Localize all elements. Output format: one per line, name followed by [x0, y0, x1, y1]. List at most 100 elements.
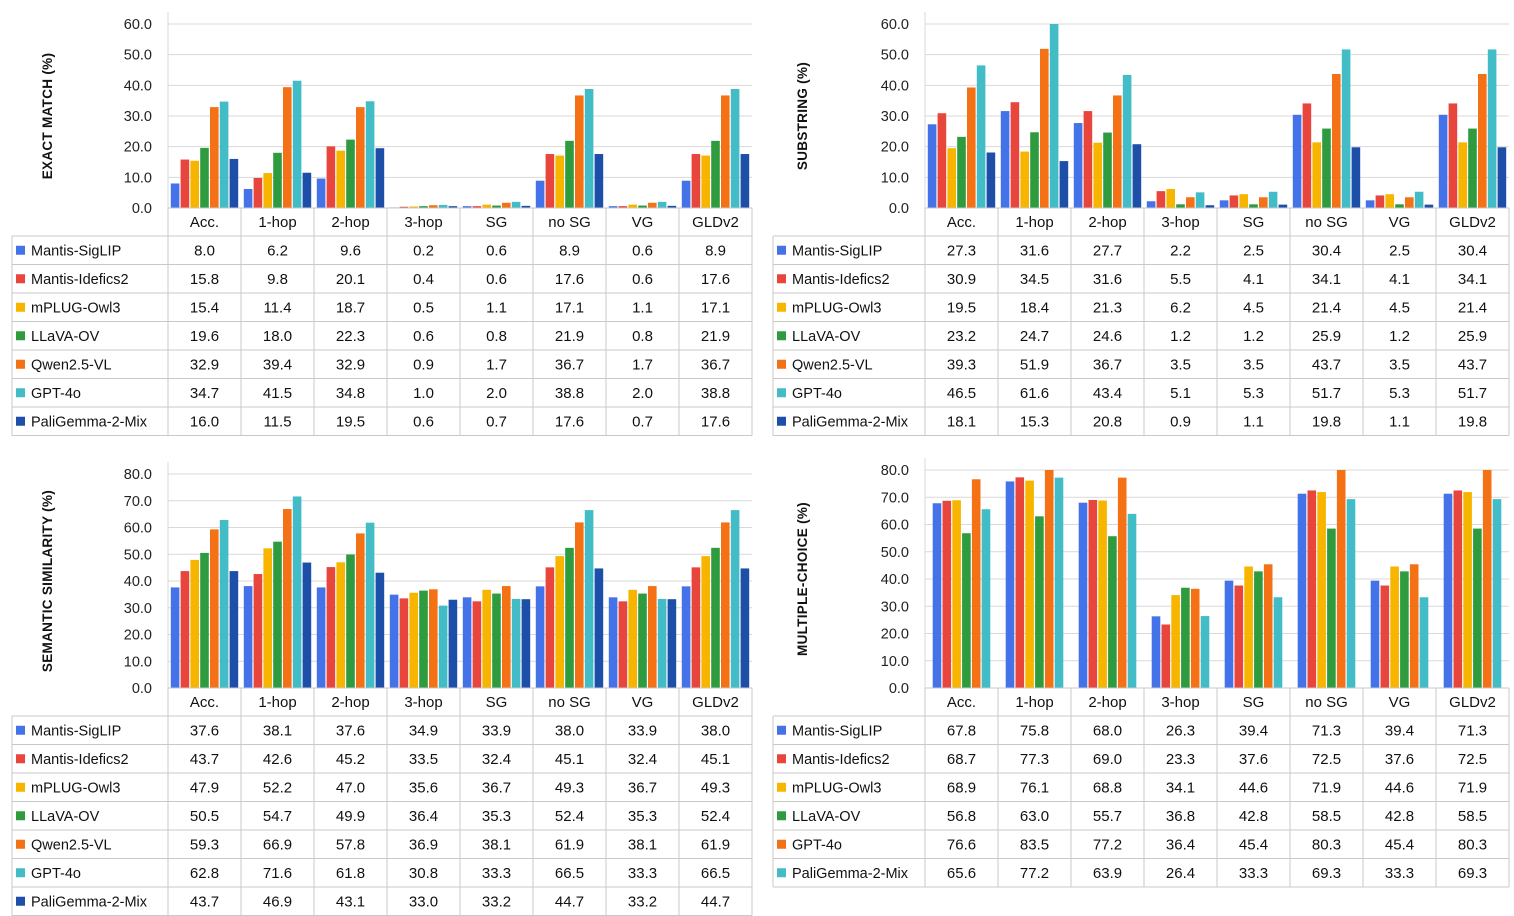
data-label: 38.8 — [701, 385, 730, 402]
bar-paligemma-2-mix-vg — [1419, 597, 1429, 688]
bar-mplug-owl3-3-hop — [409, 592, 418, 688]
bar-gpt-4o-2-hop — [1122, 74, 1132, 208]
legend-swatch — [16, 725, 25, 735]
legend-swatch — [777, 725, 786, 735]
bar-qwen2-5-vl-3-hop — [429, 205, 438, 208]
semantic-similarity-chart: 0.0 10.0 20.0 30.0 40.0 50.0 60.0 70.0 80.0 SEMAN… — [0, 458, 757, 916]
bar-qwen2-5-vl-1-hop — [1040, 48, 1049, 209]
series-name-label: Mantis-Idefics2 — [792, 752, 890, 768]
table-row: PaliGemma-2-Mix 18.1 15.3 20.8 0.9 1.1 19.8 1.1… — [777, 413, 1487, 430]
data-label: 44.6 — [1385, 779, 1414, 796]
data-label: 51.7 — [1458, 385, 1487, 402]
y-tick-label: 50.0 — [124, 48, 152, 64]
bar-qwen2-5-vl-vg — [648, 586, 657, 688]
table-row: PaliGemma-2-Mix 65.6 77.2 63.9 26.4 33.3 69.3 3… — [777, 865, 1487, 882]
bar-paligemma-2-mix-1-hop — [1054, 477, 1064, 688]
bar-gpt-4o-3-hop — [1190, 588, 1200, 688]
bar-mantis-siglip-sg — [1224, 580, 1234, 688]
y-tick-label: 30.0 — [881, 109, 909, 125]
data-label: 33.2 — [482, 893, 511, 910]
bar-llava-ov-vg — [638, 205, 647, 208]
x-category-label: Acc. — [190, 694, 219, 711]
data-label: 21.3 — [1093, 299, 1122, 316]
data-label: 1.2 — [1170, 328, 1191, 345]
bar-mantis-siglip-gldv2 — [1438, 114, 1448, 208]
legend-swatch — [16, 754, 25, 764]
bar-paligemma-2-mix-1-hop — [302, 172, 312, 208]
data-label: 3.5 — [1243, 356, 1264, 373]
y-tick-label: 30.0 — [124, 601, 152, 617]
data-label: 38.0 — [555, 722, 584, 739]
series-name-label: mPLUG-Owl3 — [31, 780, 120, 796]
legend-swatch — [777, 302, 786, 312]
data-label: 17.6 — [701, 413, 730, 430]
bar-mantis-siglip-1-hop — [243, 586, 253, 688]
y-tick-label: 20.0 — [124, 628, 152, 644]
bar-llava-ov-1-hop — [273, 152, 282, 208]
data-label: 61.6 — [1020, 385, 1049, 402]
series-name-label: GPT-4o — [792, 386, 842, 402]
bar-gpt-4o-1-hop — [1049, 24, 1059, 208]
data-label: 38.1 — [263, 722, 292, 739]
legend-swatch — [777, 782, 786, 792]
y-tick-label: 0.0 — [132, 681, 152, 697]
bar-mantis-siglip-sg — [1219, 200, 1229, 208]
bar-llava-ov-2-hop — [346, 554, 355, 688]
bar-llava-ov-no-sg — [1322, 128, 1331, 208]
bar-mplug-owl3-vg — [1385, 194, 1394, 208]
series-name-label: Mantis-SigLIP — [31, 723, 121, 739]
data-label: 36.7 — [701, 356, 730, 373]
x-category-label: no SG — [548, 214, 591, 231]
data-label: 65.6 — [947, 865, 976, 882]
bar-llava-ov-3-hop — [419, 590, 428, 688]
bar-gpt-4o-sg — [511, 201, 521, 208]
bar-gpt-4o-gldv2 — [730, 89, 740, 208]
bar-mantis-idefics2-2-hop — [1083, 111, 1093, 208]
data-label: 0.9 — [1170, 413, 1191, 430]
x-category-label: GLDv2 — [692, 214, 739, 231]
data-label: 57.8 — [336, 836, 365, 853]
x-category-label: 1-hop — [1015, 214, 1053, 231]
data-label: 46.5 — [947, 385, 976, 402]
data-label: 15.8 — [190, 271, 219, 288]
y-tick-label: 10.0 — [881, 170, 909, 186]
data-label: 18.0 — [263, 328, 292, 345]
data-label: 4.1 — [1243, 271, 1264, 288]
table-row: LLaVA-OV 19.6 18.0 22.3 0.6 0.8 21.9 0.8 21.9 — [16, 328, 730, 345]
bar-llava-ov-2-hop — [1103, 132, 1112, 208]
bar-mplug-owl3-gldv2 — [1458, 142, 1467, 208]
bar-mantis-idefics2-3-hop — [399, 206, 409, 208]
data-label: 45.4 — [1385, 836, 1414, 853]
data-label: 5.5 — [1170, 271, 1191, 288]
data-label: 69.3 — [1312, 865, 1341, 882]
data-label: 32.9 — [336, 356, 365, 373]
bar-mplug-owl3-sg — [482, 589, 491, 688]
bar-qwen2-5-vl-sg — [1259, 197, 1268, 208]
data-label: 68.7 — [947, 751, 976, 768]
series-name-label: GPT-4o — [31, 386, 81, 402]
bar-mantis-siglip-2-hop — [316, 178, 326, 208]
table-row: Qwen2.5-VL 32.9 39.4 32.9 0.9 1.7 36.7 1.7 36.7 — [16, 356, 730, 373]
data-label: 71.6 — [263, 865, 292, 882]
bar-mantis-siglip-1-hop — [1000, 111, 1010, 208]
bar-mantis-idefics2-1-hop — [1015, 477, 1025, 688]
data-label: 19.6 — [190, 328, 219, 345]
bar-mantis-idefics2-2-hop — [1088, 499, 1098, 688]
data-label: 4.5 — [1389, 299, 1410, 316]
bar-llava-ov-gldv2 — [1473, 528, 1482, 688]
data-label: 9.8 — [267, 271, 288, 288]
bar-paligemma-2-mix-1-hop — [1059, 161, 1069, 208]
data-label: 0.9 — [413, 356, 434, 373]
series-name-label: PaliGemma-2-Mix — [792, 866, 909, 882]
data-label: 83.5 — [1020, 836, 1049, 853]
data-label: 66.9 — [263, 836, 292, 853]
bar-mantis-siglip-no-sg — [535, 586, 545, 688]
bar-mantis-siglip-1-hop — [1005, 481, 1015, 688]
legend-swatch — [16, 302, 25, 312]
series-name-label: Mantis-SigLIP — [31, 243, 121, 259]
x-category-label: VG — [1389, 694, 1411, 711]
bar-mplug-owl3-vg — [628, 204, 637, 208]
bar-gpt-4o-acc — [976, 65, 986, 209]
bar-paligemma-2-mix-1-hop — [302, 562, 312, 688]
bar-paligemma-2-mix-2-hop — [1132, 144, 1142, 208]
